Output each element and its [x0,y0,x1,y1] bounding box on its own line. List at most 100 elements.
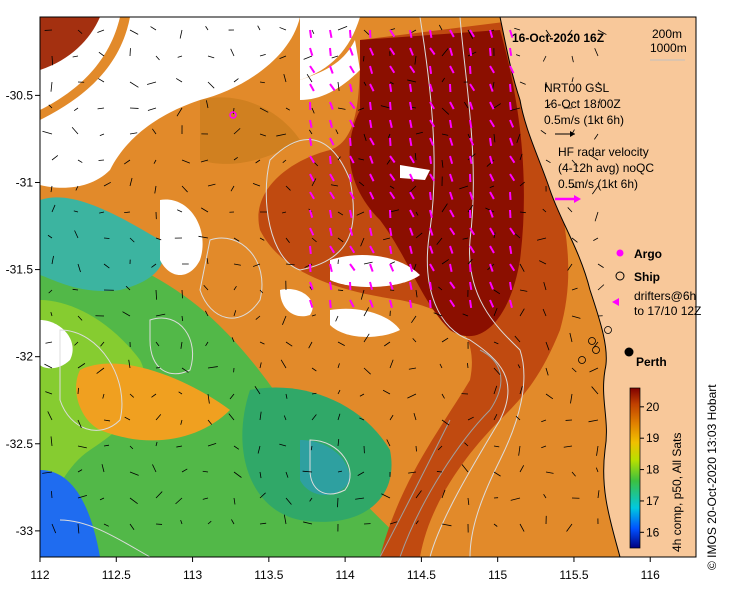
velocity-arrow [389,185,395,189]
velocity-arrow [155,341,160,347]
velocity-arrow [181,367,189,373]
x-tick-label: 116 [641,568,660,582]
velocity-arrow [358,158,365,161]
velocity-arrow [47,234,53,239]
velocity-arrow [155,367,161,369]
velocity-arrow [308,341,313,349]
velocity-arrow [255,315,261,320]
hf-radar-arrow [369,83,375,92]
velocity-arrow [515,415,521,421]
velocity-arrow [596,445,599,456]
velocity-arrow [73,107,79,111]
hf-radar-arrow [489,209,494,218]
hf-radar-arrow [469,299,473,309]
y-tick-label: -32 [16,350,34,364]
x-tick-label: 113.5 [254,568,283,582]
velocity-arrow [363,29,370,35]
velocity-arrow [279,55,287,60]
hf-radar-arrow [429,263,435,272]
velocity-arrow [593,237,599,241]
hf-radar-arrow [389,173,396,182]
velocity-arrow [129,471,139,476]
velocity-arrow [519,263,525,272]
velocity-arrow [519,465,525,473]
velocity-arrow [74,230,79,239]
velocity-arrow [408,185,417,193]
hf-radar-arrow [449,263,453,273]
velocity-arrow [441,48,449,57]
velocity-arrow [355,497,365,500]
velocity-arrow [415,289,418,298]
velocity-arrow [233,128,241,135]
hf-radar-arrow [369,299,374,308]
drifters-line2: to 17/10 12Z [634,304,701,318]
velocity-arrow [330,184,339,187]
velocity-arrow [233,156,238,161]
hf-radar-arrow [329,245,336,254]
velocity-arrow [408,367,417,370]
velocity-arrow [493,413,498,421]
velocity-arrow [363,333,370,343]
velocity-arrow [407,79,417,83]
velocity-arrow [337,413,341,421]
velocity-arrow [51,523,57,534]
velocity-arrow [72,288,79,291]
sst-field [40,17,696,557]
velocity-arrow [231,519,235,525]
velocity-vectors [42,24,607,534]
velocity-arrow [433,312,443,317]
velocity-arrow [380,105,391,109]
velocity-arrow [129,393,135,398]
velocity-arrow [259,237,265,241]
velocity-arrow [152,464,157,473]
x-axis: 112 112.5 113 113.5 114 114.5 115 115.5 116 [30,557,660,582]
velocity-arrow [539,260,547,265]
velocity-arrow [516,133,521,144]
velocity-arrow [415,232,423,239]
velocity-arrow [597,490,600,499]
velocity-arrow [207,393,210,404]
velocity-arrow [519,523,525,532]
velocity-arrow [437,445,443,451]
hf-radar-arrow [309,209,314,218]
hf-radar-arrow [309,173,315,182]
velocity-arrow [233,471,242,478]
velocity-arrow [462,313,469,317]
velocity-arrow [129,445,134,450]
hf-radar-arrow [349,29,352,39]
hf-radar-arrow [309,245,312,255]
velocity-arrow [360,289,365,300]
velocity-arrow [175,497,183,505]
velocity-arrow [493,385,498,395]
velocity-arrow [337,470,343,473]
velocity-arrow [542,208,547,213]
hf-radar-arrow [469,65,472,75]
velocity-arrow [311,107,315,114]
velocity-arrow [122,311,131,317]
velocity-arrow [97,107,105,110]
velocity-arrow [179,29,183,39]
velocity-arrow [259,133,267,137]
velocity-arrow [42,130,53,135]
hf-radar-arrow [349,209,353,219]
hf-radar-arrow [389,245,393,255]
hf-radar-arrow [429,65,433,75]
velocity-arrow [303,55,313,60]
velocity-arrow [285,393,288,399]
velocity-arrow [337,497,339,508]
velocity-arrow [542,308,547,317]
velocity-arrow [514,233,521,239]
velocity-arrow [259,289,264,294]
velocity-arrow [436,471,443,473]
velocity-arrow [308,129,313,135]
hf-radar-arrow [489,65,495,74]
velocity-arrow [259,411,262,421]
hf-radar-arrow [469,29,475,38]
velocity-arrow [276,133,287,137]
velocity-arrow [486,159,495,167]
velocity-arrow [51,155,59,161]
hf-radar-arrow [509,65,515,74]
velocity-arrow [411,315,417,324]
velocity-arrow [229,393,235,400]
hf-radar-arrow [409,155,415,164]
